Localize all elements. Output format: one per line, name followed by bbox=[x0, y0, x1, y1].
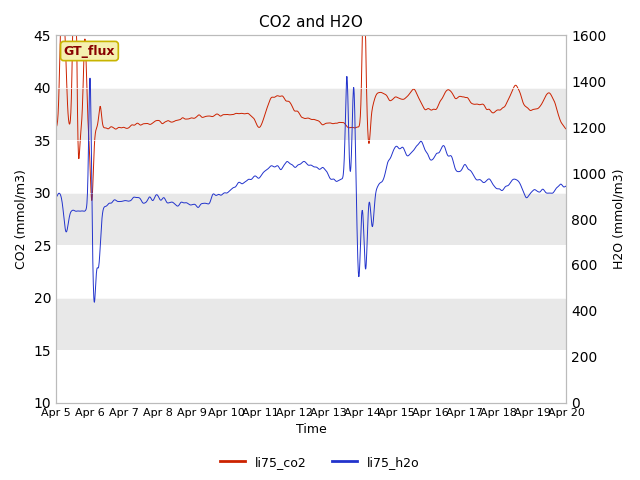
Legend: li75_co2, li75_h2o: li75_co2, li75_h2o bbox=[215, 451, 425, 474]
Y-axis label: H2O (mmol/m3): H2O (mmol/m3) bbox=[612, 169, 625, 269]
Bar bbox=[56, 193, 566, 245]
X-axis label: Time: Time bbox=[296, 423, 326, 436]
Text: GT_flux: GT_flux bbox=[64, 45, 115, 58]
Title: CO2 and H2O: CO2 and H2O bbox=[259, 15, 363, 30]
Bar bbox=[56, 88, 566, 140]
Bar bbox=[56, 298, 566, 350]
Y-axis label: CO2 (mmol/m3): CO2 (mmol/m3) bbox=[15, 169, 28, 269]
